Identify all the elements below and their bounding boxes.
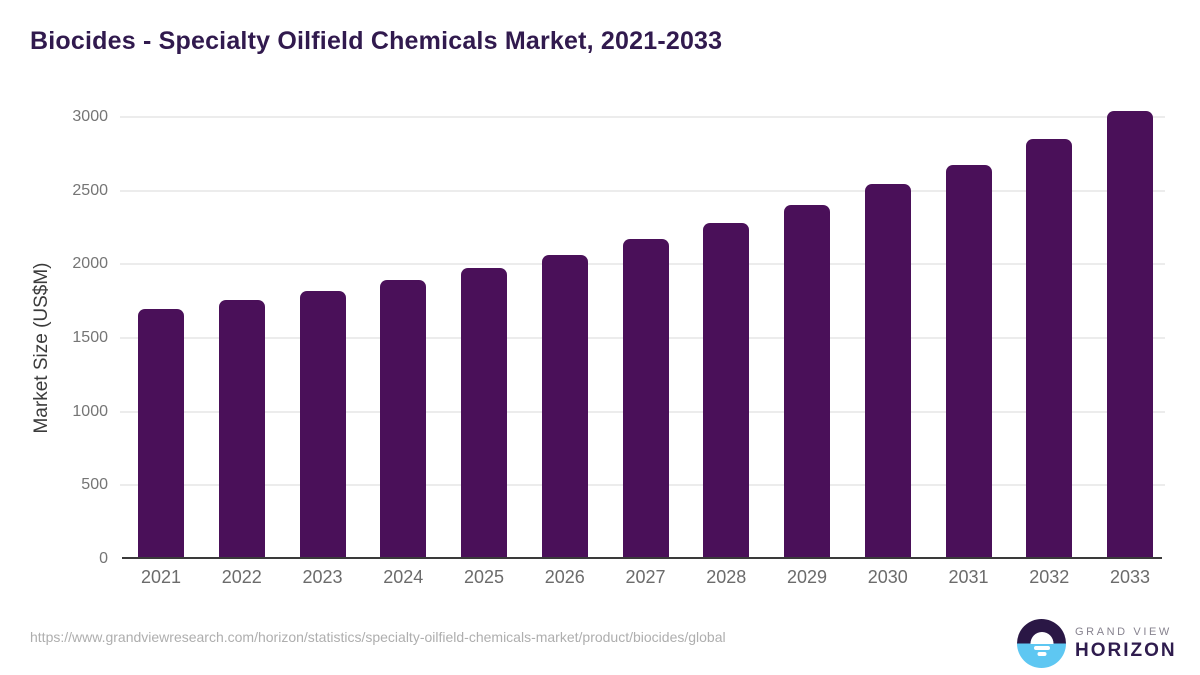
logo-product-name: HORIZON [1075, 639, 1177, 661]
bar-2030 [864, 184, 911, 559]
bar-2028 [703, 223, 750, 559]
x-label-text: 2033 [1109, 567, 1151, 587]
bar-2021 [138, 309, 184, 559]
bar-2027 [622, 239, 669, 559]
bar-2032 [1026, 139, 1073, 559]
bar-2033 [1107, 111, 1153, 559]
x-label-2032: 2032 [1026, 567, 1072, 588]
x-label-2024: 2024 [380, 567, 426, 588]
bar-2026 [541, 255, 588, 559]
x-label-2022: 2022 [219, 567, 265, 588]
x-label-2026: 2026 [542, 567, 588, 588]
x-label-2027: 2027 [623, 567, 669, 588]
bars-row [120, 111, 1165, 559]
y-axis-ticks: 0 500 1000 1500 2000 2500 3000 [0, 108, 108, 567]
logo-sun-shape [1030, 631, 1053, 644]
grandview-horizon-logo: GRAND VIEW HORIZON [1017, 619, 1177, 668]
horizon-sun-icon [1017, 619, 1066, 668]
gridline-3000 [120, 116, 1165, 118]
x-label-text: 2022 [221, 567, 262, 587]
y-tick-500: 500 [81, 476, 108, 494]
bar-2024 [380, 280, 427, 559]
y-tick-0: 0 [99, 550, 108, 567]
bar-2023 [299, 291, 346, 559]
y-tick-2000: 2000 [72, 255, 108, 273]
x-label-2023: 2023 [300, 567, 346, 588]
x-label-text: 2025 [463, 567, 505, 587]
logo-ripple-shape [1037, 652, 1046, 656]
x-label-text: 2024 [383, 567, 424, 587]
x-axis-labels: 2021 2022 2023 2024 2025 2026 2027 2028 2029 2030… [120, 567, 1165, 588]
x-label-text: 2032 [1029, 567, 1070, 587]
x-label-2031: 2031 [946, 567, 992, 588]
y-tick-1500: 1500 [72, 329, 108, 346]
logo-ripple-shape [1033, 646, 1050, 650]
gridline-2500 [120, 189, 1165, 192]
logo-brand-name: GRAND VIEW [1075, 625, 1172, 638]
chart-title: Biocides - Specialty Oilfield Chemicals … [30, 27, 723, 55]
x-label-2021: 2021 [138, 567, 184, 588]
logo-text: GRAND VIEW HORIZON [1075, 626, 1177, 662]
x-label-2029: 2029 [784, 567, 830, 588]
bar-2029 [784, 205, 830, 559]
x-label-2033: 2033 [1107, 567, 1153, 588]
x-label-text: 2028 [706, 567, 747, 587]
y-tick-1000: 1000 [72, 402, 108, 420]
x-label-text: 2027 [625, 567, 666, 587]
x-label-text: 2030 [867, 567, 908, 587]
x-label-2028: 2028 [703, 567, 749, 588]
bar-2025 [461, 268, 507, 559]
source-url[interactable]: https://www.grandviewresearch.com/horizo… [30, 629, 726, 645]
x-label-text: 2031 [948, 567, 989, 587]
x-label-text: 2023 [302, 567, 343, 587]
x-label-text: 2026 [544, 567, 585, 587]
plot-area [120, 111, 1165, 559]
y-tick-2500: 2500 [72, 181, 108, 199]
bar-2031 [945, 165, 992, 559]
x-label-2025: 2025 [461, 567, 507, 588]
x-label-text: 2029 [786, 567, 828, 587]
y-tick-3000: 3000 [72, 108, 108, 125]
bar-2022 [218, 300, 265, 559]
x-axis-line [122, 557, 1162, 559]
x-label-2030: 2030 [865, 567, 911, 588]
x-label-text: 2021 [140, 567, 182, 587]
